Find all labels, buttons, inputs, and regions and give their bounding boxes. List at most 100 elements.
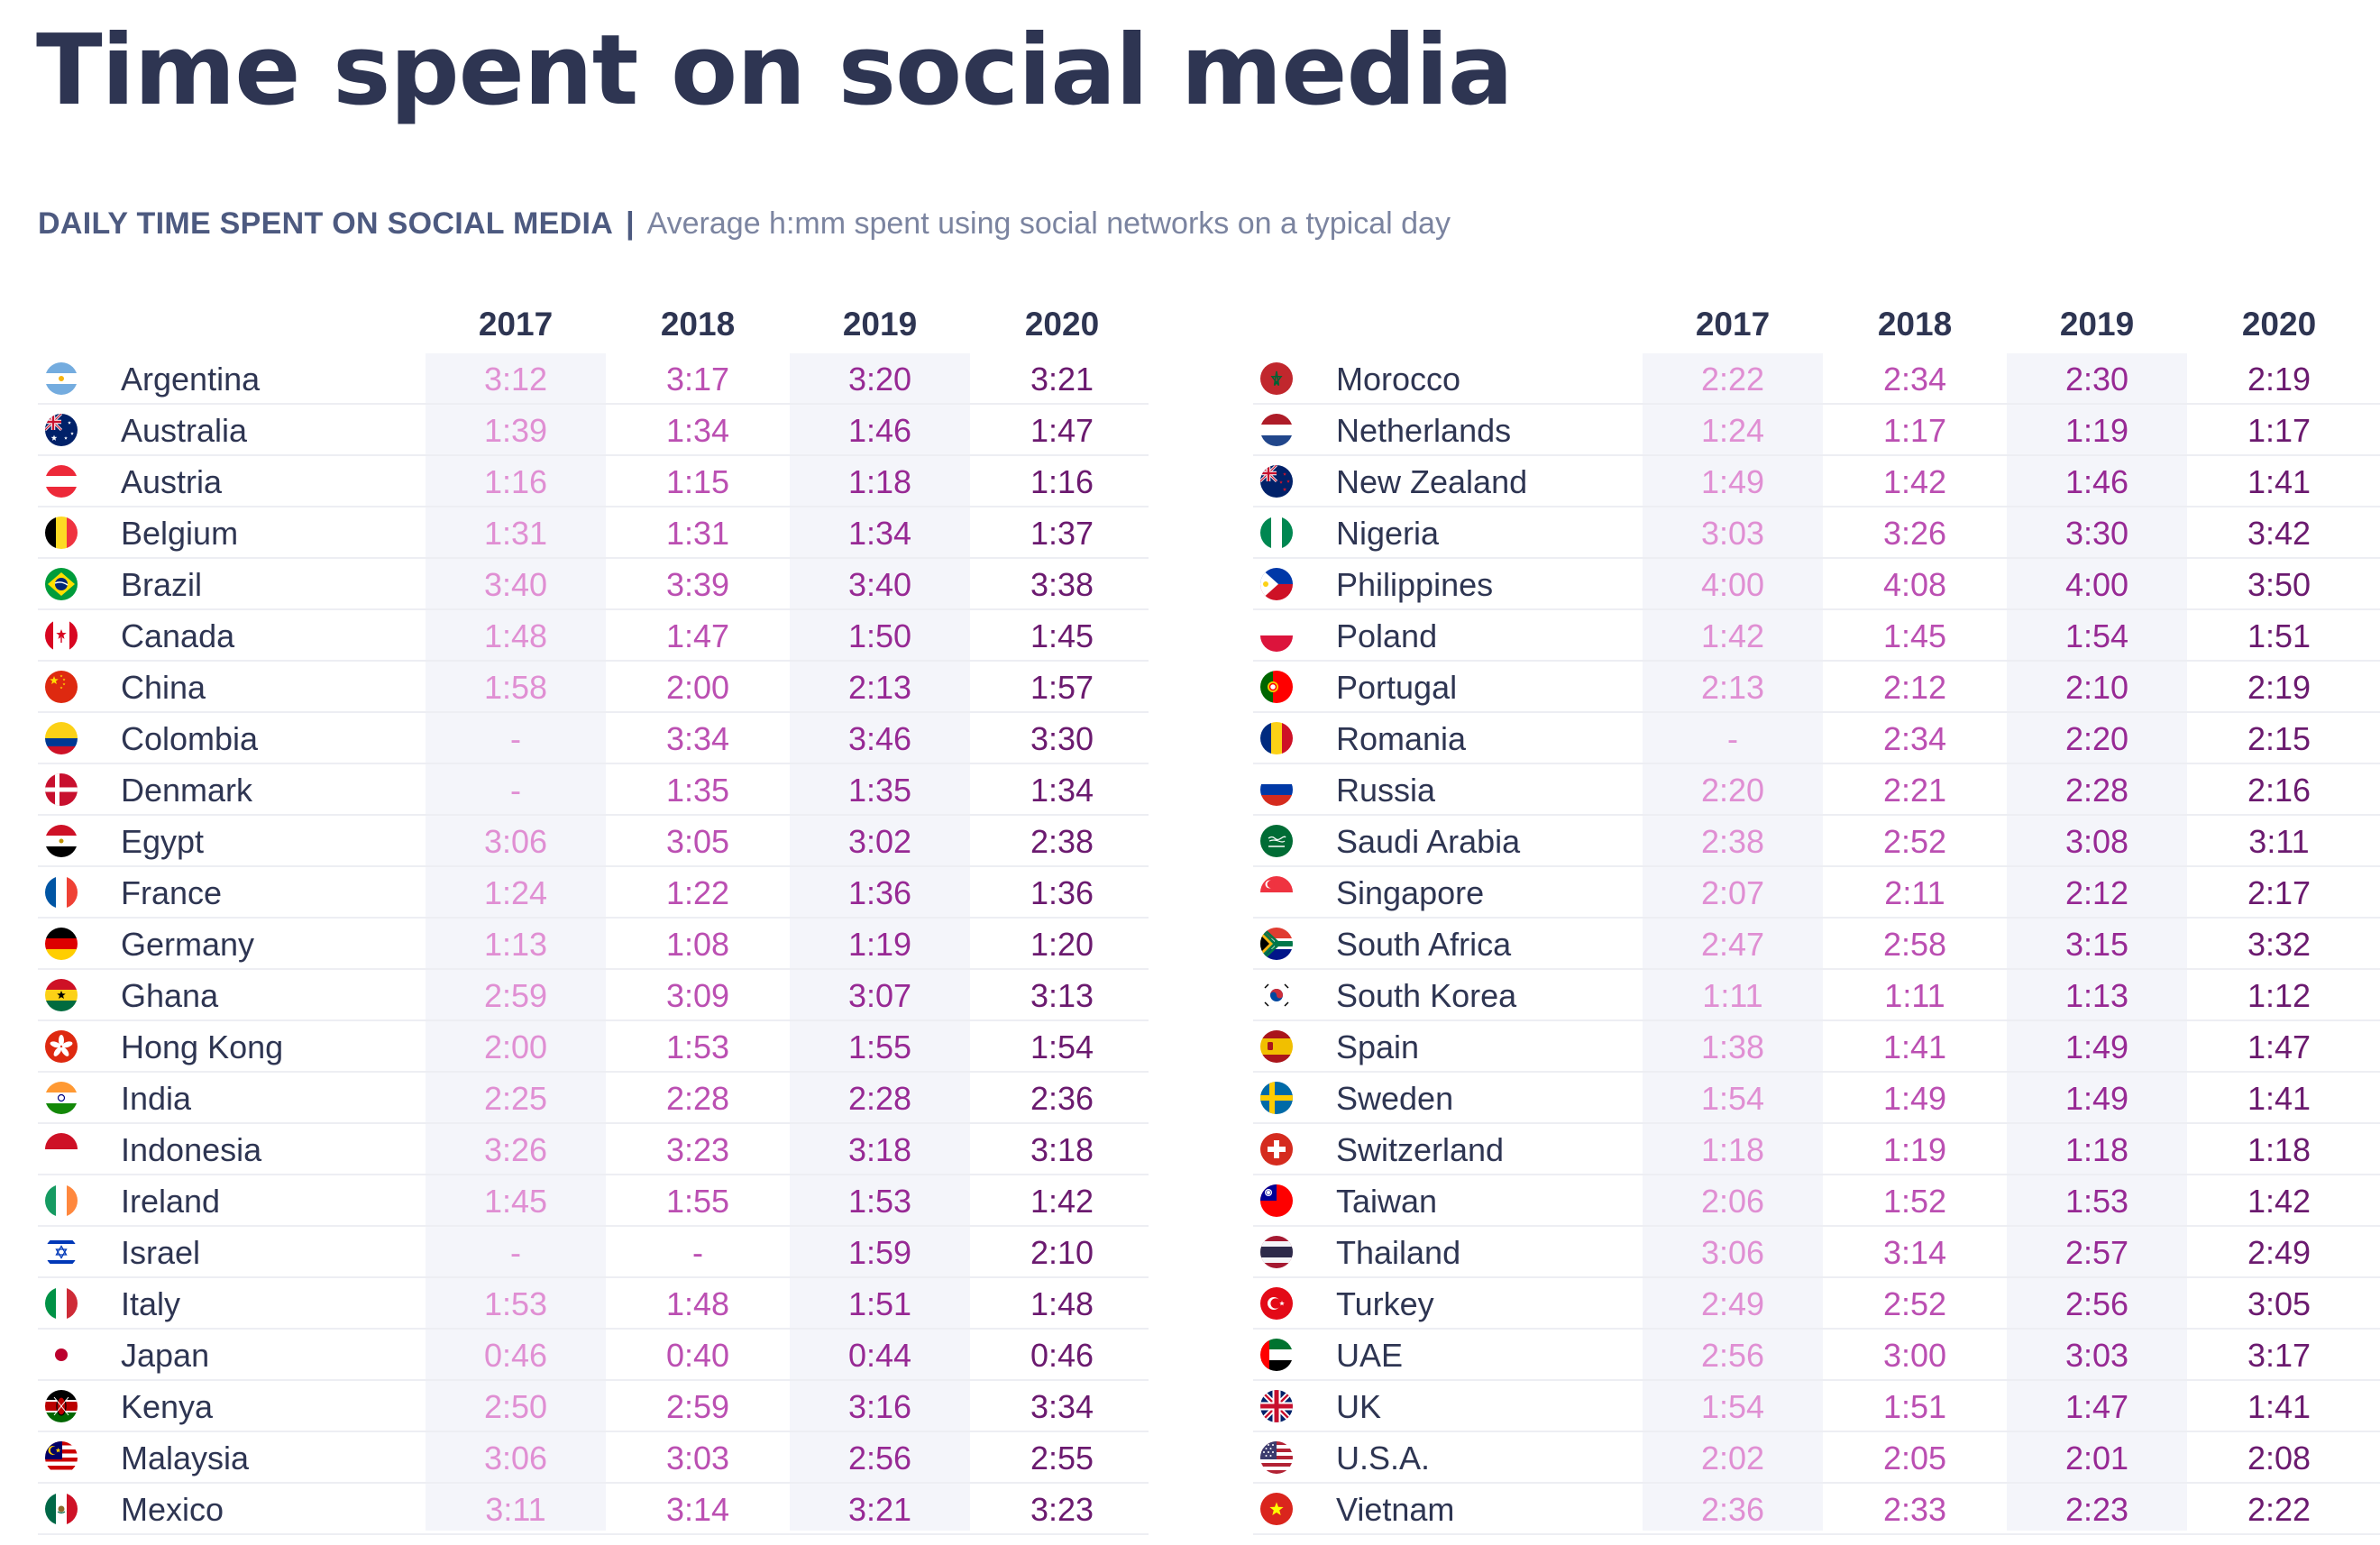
value-2020: 1:41	[2247, 1388, 2311, 1425]
country-name: Romania	[1336, 720, 1467, 757]
country-name: Brazil	[121, 566, 203, 603]
country-name: Indonesia	[121, 1131, 262, 1168]
row-divider	[38, 1174, 1149, 1175]
table-row: Egypt 3:06 3:05 3:02 2:38	[38, 816, 1149, 867]
value-2018: 1:52	[1882, 1183, 1947, 1220]
country-name: Kenya	[121, 1388, 214, 1425]
value-2019: 3:02	[847, 823, 912, 860]
value-2017: 2:36	[1700, 1491, 1765, 1528]
value-2018: 3:26	[1882, 515, 1947, 552]
column-shading	[2007, 353, 2187, 1531]
value-2020: 1:20	[1030, 926, 1094, 963]
country-name: Poland	[1336, 617, 1438, 654]
table-row: Saudi Arabia 2:38 2:52 3:08 3:11	[1253, 816, 2380, 867]
row-divider	[38, 1431, 1149, 1432]
value-2018: 2:52	[1882, 823, 1947, 860]
value-2017: 1:24	[1700, 412, 1765, 449]
row-divider	[1253, 917, 2380, 919]
new-zealand-flag-icon	[1260, 465, 1293, 498]
table-row: Belgium 1:31 1:31 1:34 1:37	[38, 507, 1149, 559]
value-2019: 3:18	[847, 1131, 912, 1168]
row-divider	[38, 1379, 1149, 1381]
subtitle: DAILY TIME SPENT ON SOCIAL MEDIA | Average…	[38, 204, 1451, 243]
value-2017: 1:24	[483, 874, 548, 911]
column-header-2018: 2018	[1877, 306, 1953, 343]
south-africa-flag-icon	[1260, 928, 1293, 960]
row-divider	[1253, 1174, 2380, 1175]
row-divider	[38, 1225, 1149, 1227]
table-row: New Zealand 1:49 1:42 1:46 1:41	[1253, 456, 2380, 507]
value-2020: 1:47	[2247, 1028, 2311, 1065]
row-divider	[1253, 711, 2380, 713]
column-header-2019: 2019	[2059, 306, 2135, 343]
value-2017: 1:16	[483, 463, 548, 500]
column-header-2017: 2017	[478, 306, 554, 343]
value-2018: 1:34	[665, 412, 730, 449]
value-2018: 2:11	[1884, 874, 1945, 911]
row-divider	[38, 1482, 1149, 1484]
value-2019: 1:59	[847, 1234, 912, 1271]
value-2018: 4:08	[1882, 566, 1947, 603]
country-name: Saudi Arabia	[1336, 823, 1521, 860]
value-2019: 1:53	[847, 1183, 912, 1220]
country-name: Mexico	[121, 1491, 224, 1528]
value-2019: 1:18	[847, 463, 912, 500]
value-2017: 2:20	[1700, 772, 1765, 809]
row-divider	[1253, 1019, 2380, 1021]
value-2020: 1:18	[2247, 1131, 2311, 1168]
indonesia-flag-icon	[45, 1133, 78, 1166]
value-2017: 2:25	[483, 1080, 548, 1117]
value-2020: 3:18	[1030, 1131, 1094, 1168]
malaysia-flag-icon	[45, 1441, 78, 1474]
value-2018: 3:14	[665, 1491, 730, 1528]
column-shading	[1643, 353, 1823, 1531]
value-2019: 3:08	[2064, 823, 2129, 860]
row-divider	[1253, 1225, 2380, 1227]
ireland-flag-icon	[45, 1184, 78, 1217]
value-2020: 2:38	[1030, 823, 1094, 860]
column-header-2018: 2018	[660, 306, 736, 343]
value-2019: 1:19	[847, 926, 912, 963]
value-2018: 3:34	[665, 720, 730, 757]
row-divider	[38, 1019, 1149, 1021]
value-2019: 2:23	[2064, 1491, 2129, 1528]
israel-flag-icon	[45, 1236, 78, 1268]
china-flag-icon	[45, 671, 78, 703]
value-2019: 2:12	[2064, 874, 2129, 911]
value-2018: 1:41	[1882, 1028, 1947, 1065]
row-divider	[1253, 557, 2380, 559]
value-2018: 1:08	[665, 926, 730, 963]
value-2019: 2:01	[2064, 1440, 2129, 1476]
table-row: Singapore 2:07 2:11 2:12 2:17	[1253, 867, 2380, 919]
row-divider	[38, 1071, 1149, 1073]
country-name: China	[121, 669, 206, 706]
value-2018: 2:28	[665, 1080, 730, 1117]
value-2020: 1:51	[2247, 617, 2311, 654]
value-2018: 1:11	[1884, 977, 1945, 1014]
australia-flag-icon	[45, 414, 78, 446]
table-row: South Africa 2:47 2:58 3:15 3:32	[1253, 919, 2380, 970]
value-2020: 1:41	[2247, 463, 2311, 500]
value-2019: 3:03	[2064, 1337, 2129, 1374]
country-name: Portugal	[1336, 669, 1458, 706]
country-name: Ghana	[121, 977, 219, 1014]
value-2018: 2:34	[1882, 720, 1947, 757]
table-row: Sweden 1:54 1:49 1:49 1:41	[1253, 1073, 2380, 1124]
value-2017: 1:11	[1702, 977, 1763, 1014]
poland-flag-icon	[1260, 619, 1293, 652]
value-2019: 1:49	[2064, 1080, 2129, 1117]
country-name: Denmark	[121, 772, 253, 809]
value-2017: 3:26	[483, 1131, 548, 1168]
value-2018: 2:00	[665, 669, 730, 706]
value-2017: 2:06	[1700, 1183, 1765, 1220]
value-2017: 2:50	[483, 1388, 548, 1425]
row-divider	[38, 608, 1149, 610]
value-2019: 3:21	[847, 1491, 912, 1528]
row-divider	[1253, 1482, 2380, 1484]
uae-flag-icon	[1260, 1339, 1293, 1371]
country-name: Nigeria	[1336, 515, 1440, 552]
column-header-2020: 2020	[2241, 306, 2317, 343]
value-2020: 3:50	[2247, 566, 2311, 603]
row-divider	[38, 711, 1149, 713]
value-2020: 3:23	[1030, 1491, 1094, 1528]
